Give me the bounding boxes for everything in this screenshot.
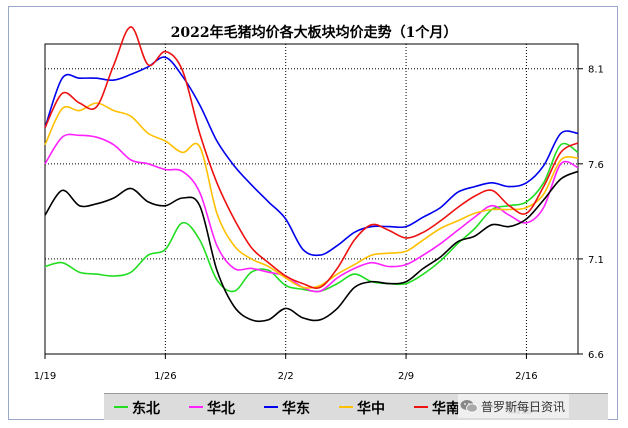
series-line-2 bbox=[44, 56, 579, 257]
wechat-icon bbox=[460, 400, 478, 413]
series-line-4 bbox=[44, 26, 579, 289]
legend-label: 华中 bbox=[357, 401, 385, 417]
legend-swatch bbox=[264, 406, 278, 408]
watermark: 普罗斯每日资讯 bbox=[458, 394, 570, 418]
legend-label: 华南 bbox=[432, 401, 460, 417]
legend-label: 华北 bbox=[207, 401, 235, 417]
y-tick-label: 6.6 bbox=[588, 350, 604, 361]
grid-layer bbox=[45, 44, 578, 355]
legend-swatch bbox=[414, 406, 428, 408]
plot-border bbox=[44, 43, 579, 355]
tick-layer: 6.6 7.1 7.6 8.1 1/19 1/26 2/2 2/9 2/16 bbox=[34, 65, 604, 382]
legend-swatch bbox=[114, 406, 128, 408]
x-tick-label: 2/2 bbox=[278, 371, 294, 382]
series-line-0 bbox=[44, 142, 579, 293]
x-tick-label: 2/9 bbox=[398, 371, 414, 382]
watermark-text: 普罗斯每日资讯 bbox=[481, 399, 566, 414]
legend-label: 东北 bbox=[132, 401, 160, 417]
series-layer bbox=[44, 26, 579, 323]
legend-swatch bbox=[189, 406, 203, 408]
axis-layer bbox=[44, 43, 583, 359]
y-tick-label: 7.1 bbox=[588, 255, 604, 266]
series-line-1 bbox=[44, 133, 579, 293]
y-tick-label: 8.1 bbox=[588, 65, 604, 76]
series-line-3 bbox=[44, 102, 579, 289]
legend-label: 华东 bbox=[282, 401, 310, 417]
legend-swatch bbox=[339, 406, 353, 408]
series-line-5 bbox=[44, 170, 579, 323]
chart-title: 2022年毛猪均价各大板块均价走势（1个月） bbox=[170, 25, 458, 41]
x-tick-label: 1/26 bbox=[154, 371, 176, 382]
x-tick-label: 2/16 bbox=[515, 371, 537, 382]
y-tick-label: 7.6 bbox=[588, 160, 604, 171]
x-tick-label: 1/19 bbox=[34, 371, 56, 382]
